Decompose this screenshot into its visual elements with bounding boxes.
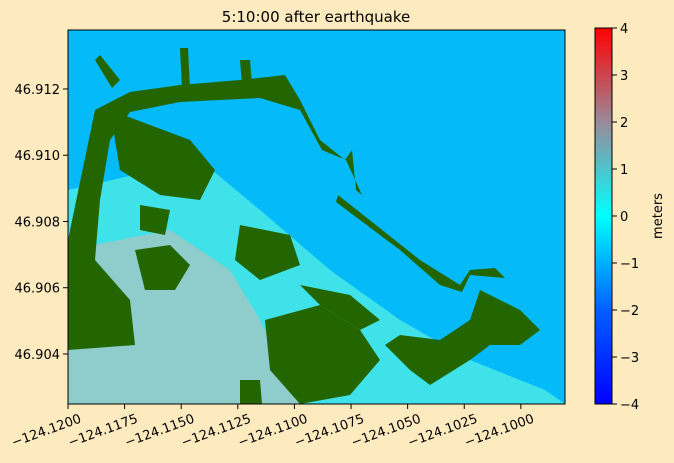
- plot-frame: [67, 29, 566, 405]
- y-tick-label: 46.906: [15, 282, 61, 297]
- colorbar-tick-label: 1: [620, 163, 628, 178]
- colorbar-tick-label: 0: [620, 210, 628, 225]
- colorbar-tick-label: 2: [620, 116, 628, 131]
- y-tick-label: 46.910: [15, 149, 61, 164]
- colorbar-tick-label: 4: [620, 22, 628, 37]
- colorbar-label: meters: [651, 193, 666, 239]
- map-image: [68, 30, 565, 404]
- colorbar-tick-label: 3: [620, 69, 628, 84]
- colorbar-tick-label: −2: [620, 304, 639, 319]
- y-tick-label: 46.912: [15, 83, 61, 98]
- y-tick-label: 46.904: [15, 348, 61, 363]
- y-tick-label: 46.908: [15, 215, 61, 230]
- colorbar-tick-label: −1: [620, 257, 639, 272]
- colorbar-tick-label: −3: [620, 351, 639, 366]
- colorbar: [594, 27, 613, 405]
- colorbar-tick-label: −4: [620, 398, 639, 413]
- chart-title: 5:10:00 after earthquake: [222, 8, 410, 26]
